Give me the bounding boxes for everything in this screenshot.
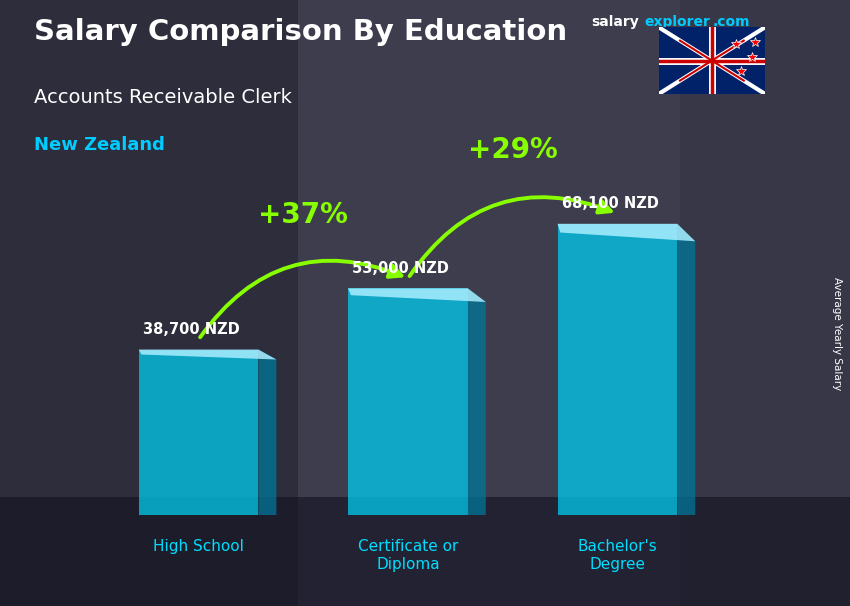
Text: Bachelor's
Degree: Bachelor's Degree bbox=[577, 539, 657, 571]
Bar bbox=[0, 497, 850, 606]
Bar bbox=[298, 0, 680, 606]
Text: +37%: +37% bbox=[258, 201, 348, 228]
Text: Accounts Receivable Clerk: Accounts Receivable Clerk bbox=[34, 88, 292, 107]
Text: 68,100 NZD: 68,100 NZD bbox=[562, 196, 659, 211]
Text: New Zealand: New Zealand bbox=[34, 136, 165, 155]
Bar bbox=[680, 0, 850, 606]
Text: explorer: explorer bbox=[644, 15, 710, 29]
Text: Salary Comparison By Education: Salary Comparison By Education bbox=[34, 18, 567, 46]
Polygon shape bbox=[677, 224, 695, 515]
Polygon shape bbox=[258, 350, 276, 515]
Polygon shape bbox=[139, 350, 258, 515]
Polygon shape bbox=[348, 288, 468, 515]
Text: salary: salary bbox=[591, 15, 638, 29]
Text: 53,000 NZD: 53,000 NZD bbox=[352, 261, 449, 276]
Text: High School: High School bbox=[153, 539, 244, 554]
Polygon shape bbox=[348, 288, 486, 302]
Polygon shape bbox=[468, 288, 486, 515]
Text: +29%: +29% bbox=[468, 136, 558, 164]
Polygon shape bbox=[139, 350, 276, 359]
Text: Certificate or
Diploma: Certificate or Diploma bbox=[358, 539, 458, 571]
Polygon shape bbox=[558, 224, 695, 241]
Text: .com: .com bbox=[712, 15, 750, 29]
Polygon shape bbox=[558, 224, 677, 515]
Text: Average Yearly Salary: Average Yearly Salary bbox=[832, 277, 842, 390]
Text: 38,700 NZD: 38,700 NZD bbox=[143, 322, 240, 337]
Bar bbox=[0, 0, 298, 606]
